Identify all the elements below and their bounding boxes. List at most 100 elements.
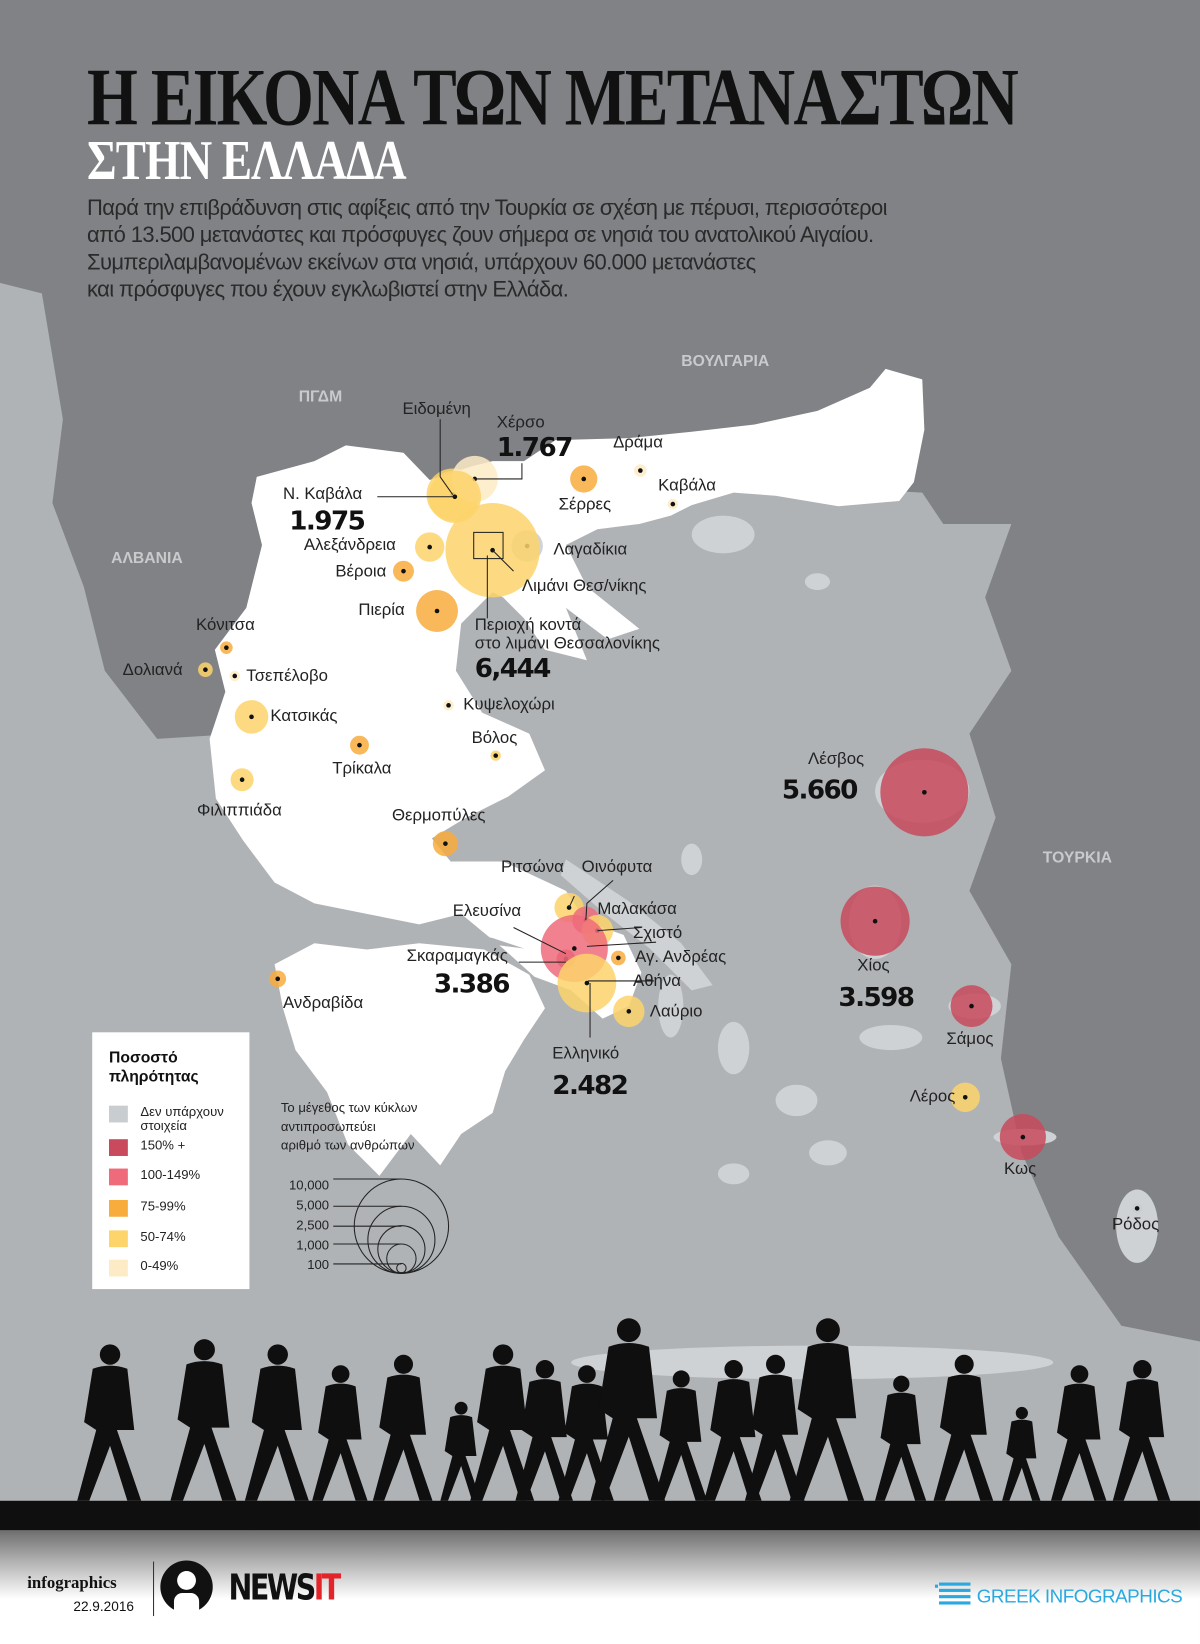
legend-title: Ποσοστό πληρότητας xyxy=(109,1049,199,1087)
person-head xyxy=(766,1354,786,1374)
legend-item: 100-149% xyxy=(108,1166,245,1187)
legend-item: 150% + xyxy=(108,1137,245,1158)
location-dot xyxy=(581,476,587,482)
location-label: Αλεξάνδρεια xyxy=(303,536,396,555)
location-count: 6,444 xyxy=(474,652,552,684)
person-head xyxy=(954,1354,974,1374)
location-label: Κυψελοχώρι xyxy=(463,695,555,714)
location-dot xyxy=(434,608,440,614)
person-logo-icon xyxy=(160,1560,213,1619)
location-dot xyxy=(357,742,362,748)
person-silhouette xyxy=(1002,1419,1041,1501)
person-silhouette xyxy=(77,1365,142,1501)
location-dot xyxy=(922,790,927,795)
greece-mainland xyxy=(209,368,925,1019)
location-dot xyxy=(638,468,643,473)
location-label: Φιλιππιάδα xyxy=(197,801,282,820)
newsit-logo[interactable]: NEWSIT xyxy=(228,1566,341,1609)
person-head xyxy=(724,1360,743,1379)
location-label: Ελευσίνα xyxy=(452,902,522,921)
location-label: Σχιστό xyxy=(633,924,683,943)
legend: Ποσοστό πληρότητας Δεν υπάρχουν στοιχεία 15… xyxy=(92,1032,250,1290)
legend-label-line: 75-99% xyxy=(140,1198,186,1214)
person-head xyxy=(1133,1360,1152,1379)
location-dot xyxy=(401,568,406,574)
location-count: 3.386 xyxy=(433,968,511,999)
location-label: Ρόδος xyxy=(1111,1215,1160,1234)
location-label: Κόνιτσα xyxy=(195,616,255,635)
legend-label: Δεν υπάρχουν στοιχεία xyxy=(140,1104,224,1133)
page-title: Η ΕΙΚΟΝΑ ΤΩΝ ΜΕΤΑΝΑΣΤΩΝ xyxy=(86,51,1019,143)
country-label-turkey: ΤΟΥΡΚΙΑ xyxy=(1042,848,1112,867)
intro-line: Συμπεριλαμβανομένων εκείνων στα νησιά, υ… xyxy=(86,250,756,275)
location-label: Ειδομένη xyxy=(402,400,471,419)
person-silhouette xyxy=(515,1379,573,1501)
location-label: Περιοχή κοντά xyxy=(474,616,582,635)
person-head xyxy=(816,1318,840,1343)
person-silhouette xyxy=(744,1374,805,1501)
person-silhouette xyxy=(372,1374,433,1501)
legend-swatch xyxy=(108,1105,128,1123)
intro-line: από 13.500 μετανάστες και πρόσφυγες ζουν… xyxy=(86,223,874,248)
location-count: 1.975 xyxy=(289,505,366,536)
legend-label-line: 100-149% xyxy=(140,1167,201,1183)
person-silhouette xyxy=(653,1388,708,1501)
neighbor-land xyxy=(0,0,1200,1342)
leader-lines xyxy=(377,419,657,1038)
person-head xyxy=(393,1354,414,1374)
location-label: Τρίκαλα xyxy=(332,759,392,778)
infographics-label: infographics xyxy=(27,1574,117,1592)
person-head xyxy=(193,1339,215,1361)
country-label-fyrom: ΠΓΔΜ xyxy=(298,387,343,406)
legend-label: 0-49% xyxy=(140,1258,179,1274)
location-label: Μαλακάσα xyxy=(597,900,677,919)
person-silhouette xyxy=(933,1374,994,1501)
location-dot xyxy=(203,667,208,672)
location-dot xyxy=(239,777,245,783)
peloponnese xyxy=(274,943,545,1176)
location-label: Κως xyxy=(1004,1160,1037,1178)
caption-line: Το μέγεθος των κύκλων xyxy=(280,1100,418,1116)
location-label: Ριτσώνα xyxy=(500,858,564,877)
location-label: Λέρος xyxy=(909,1087,956,1106)
legend-label-line: στοιχεία xyxy=(140,1118,187,1133)
location-label: Πιερία xyxy=(358,601,405,620)
location-label: Αθήνα xyxy=(633,972,681,991)
brand-a: NEWS xyxy=(228,1566,316,1609)
location-label: Λαύριο xyxy=(649,1002,703,1021)
greek-infographics-logo[interactable]: GREEK INFOGRAPHICS xyxy=(976,1585,1183,1607)
location-dot xyxy=(232,673,238,679)
location-dot xyxy=(427,544,432,550)
location-label: Λαγαδίκια xyxy=(553,540,628,559)
location-count: 3.598 xyxy=(838,982,915,1013)
legend-title-line: Ποσοστό xyxy=(108,1049,178,1067)
location-dot xyxy=(962,1094,968,1100)
intro-line: Παρά την επιβράδυνση στις αφίξεις από τη… xyxy=(86,195,888,221)
ground xyxy=(0,1500,1200,1533)
location-dot xyxy=(493,753,499,758)
person-head xyxy=(578,1365,596,1383)
location-label: Αγ. Ανδρέας xyxy=(635,948,727,967)
legend-label-line: 0-49% xyxy=(140,1258,179,1274)
location-label: Οινόφυτα xyxy=(581,858,653,877)
location-dot xyxy=(443,841,448,846)
legend-label: 150% + xyxy=(140,1139,185,1153)
legend-label: 50-74% xyxy=(140,1230,185,1244)
legend-label-line: Δεν υπάρχουν xyxy=(140,1104,224,1120)
legend-item: 75-99% xyxy=(108,1198,245,1219)
divider xyxy=(153,1561,155,1617)
legend-title-line: πληρότητας xyxy=(108,1067,199,1086)
location-label: στο λιμάνι Θεσσαλονίκης xyxy=(474,635,660,653)
size-legend-circles xyxy=(333,1178,450,1274)
location-dot xyxy=(616,955,621,961)
location-dot xyxy=(275,976,281,982)
person-head xyxy=(331,1365,350,1383)
location-label: Θερμοπύλες xyxy=(391,806,486,825)
legend-swatch xyxy=(108,1199,128,1217)
intro-line: και πρόσφυγες που έχουν εγκλωβιστεί στην… xyxy=(86,277,569,302)
location-count: 1.767 xyxy=(496,431,574,463)
legend-item: 0-49% xyxy=(108,1258,245,1279)
location-dot xyxy=(446,703,451,708)
person-silhouette xyxy=(244,1365,309,1501)
